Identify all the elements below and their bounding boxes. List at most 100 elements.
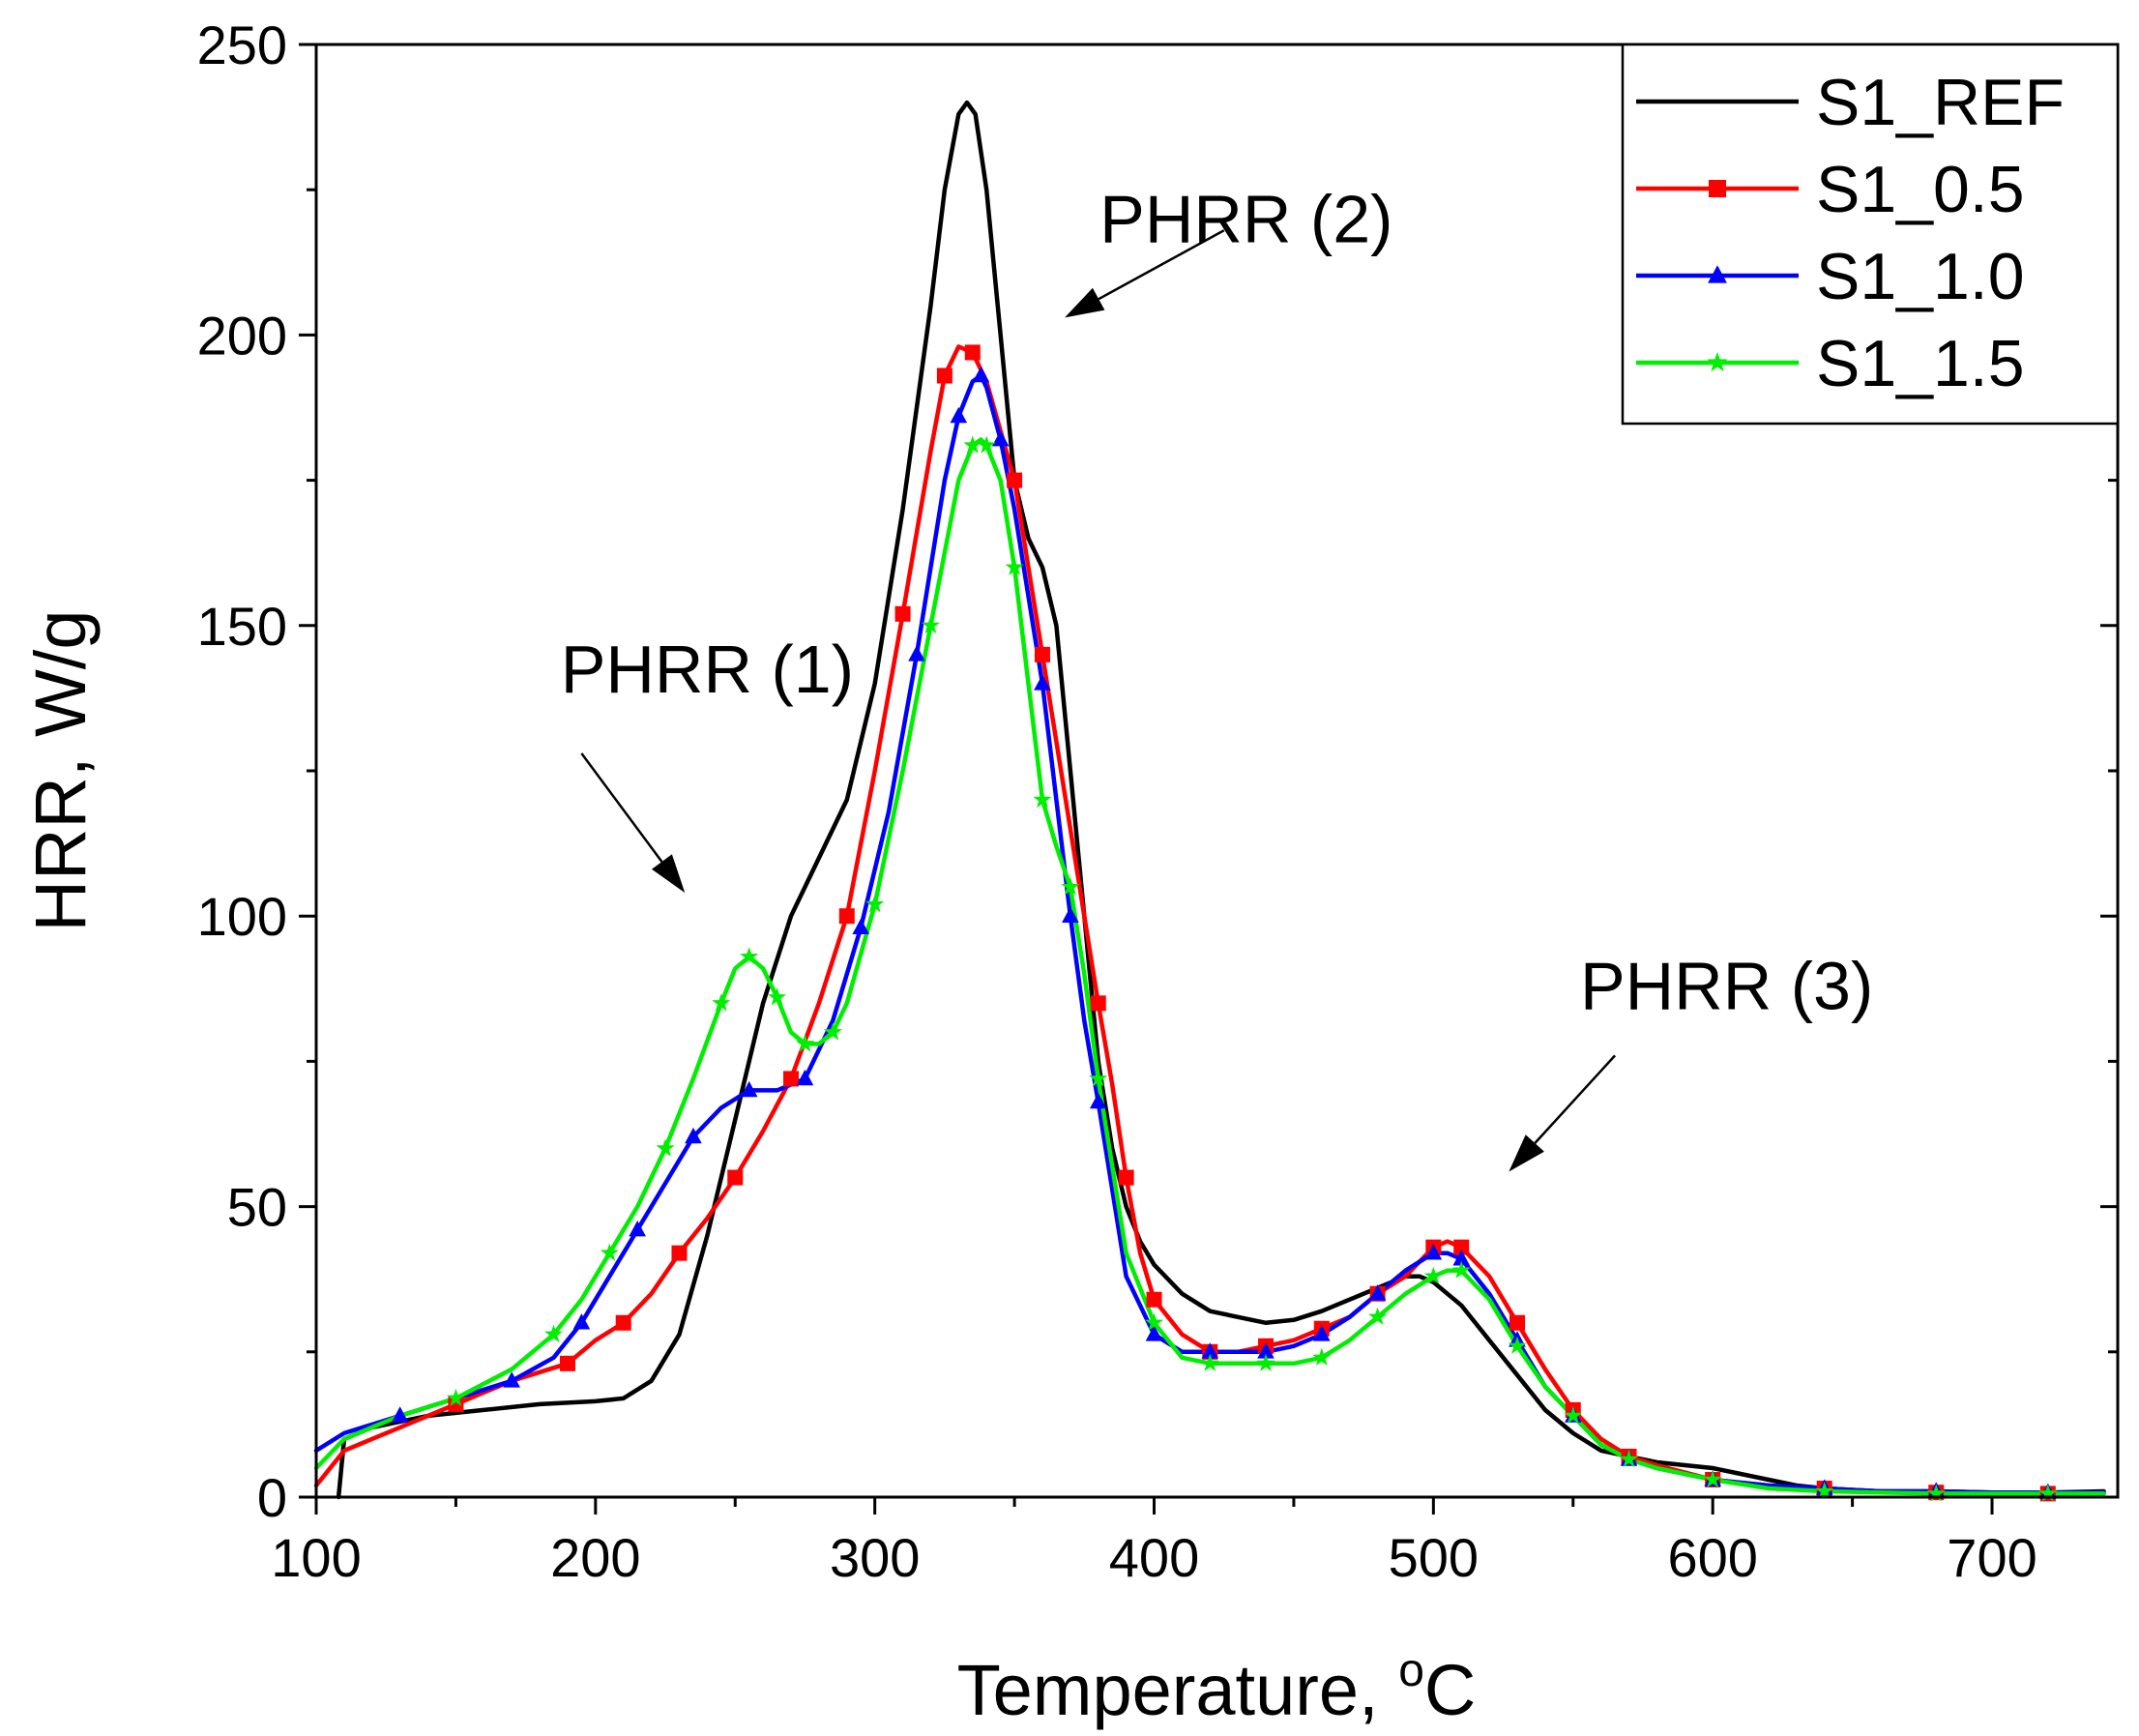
data-point-s1-1-5 xyxy=(977,435,996,454)
ticks-layer: 100 200 300 400 500 600 700 0 50 100 150 200 250 xyxy=(197,15,2118,1588)
data-point-s1-0-5 xyxy=(1146,1291,1162,1308)
legend-label-s1-1-5: S1_1.5 xyxy=(1816,327,2025,400)
data-point-s1-1-5 xyxy=(1089,1069,1108,1087)
x-tick-label: 100 xyxy=(271,1527,361,1588)
data-point-s1-1-5 xyxy=(1145,1312,1163,1331)
data-point-s1-1-5 xyxy=(921,615,940,633)
y-tick-label: 250 xyxy=(197,15,287,75)
data-point-s1-0-5 xyxy=(838,908,855,925)
data-point-s1-1-0 xyxy=(950,406,968,424)
data-point-s1-1-0 xyxy=(1452,1250,1471,1266)
data-point-s1-0-5 xyxy=(1034,646,1050,662)
data-point-s1-1-5 xyxy=(1061,877,1080,896)
data-point-s1-1-5 xyxy=(1508,1336,1527,1354)
data-point-s1-1-5 xyxy=(1368,1307,1388,1325)
annotations-layer: PHRR (1) PHRR (2) PHRR (3) xyxy=(561,181,1873,1172)
data-point-s1-1-5 xyxy=(1815,1482,1834,1500)
data-point-s1-1-5 xyxy=(656,1138,675,1157)
data-point-s1-1-5 xyxy=(963,435,982,454)
x-axis-unit: C xyxy=(1424,1650,1476,1730)
data-point-s1-1-0 xyxy=(629,1221,646,1237)
data-point-s1-1-5 xyxy=(1620,1449,1638,1467)
x-tick-label: 600 xyxy=(1667,1527,1757,1588)
legend: S1_REF S1_0.5 S1_1.0 S1_1.5 xyxy=(1621,43,2120,426)
data-point-s1-1-5 xyxy=(1256,1353,1275,1371)
y-tick-label: 150 xyxy=(197,596,287,657)
data-point-s1-1-5 xyxy=(1703,1470,1722,1488)
data-point-s1-1-0 xyxy=(1034,674,1051,691)
data-point-s1-1-5 xyxy=(1451,1260,1471,1279)
y-tick-label: 50 xyxy=(227,1177,287,1238)
y-tick-label: 0 xyxy=(257,1467,287,1528)
data-point-s1-1-5 xyxy=(600,1243,619,1261)
data-point-s1-1-0 xyxy=(572,1313,591,1330)
x-tick-label: 500 xyxy=(1389,1527,1479,1588)
data-point-s1-0-5 xyxy=(936,368,952,384)
data-point-s1-1-5 xyxy=(712,993,731,1012)
data-point-s1-1-0 xyxy=(1424,1244,1443,1260)
x-axis-title: Temperature, oC xyxy=(957,1645,1477,1730)
annotation-label-1: PHRR (1) xyxy=(561,632,854,707)
data-point-s1-1-0 xyxy=(991,429,1010,447)
data-point-s1-1-5 xyxy=(2038,1484,2058,1502)
data-point-s1-1-5 xyxy=(1005,557,1024,575)
data-point-s1-1-0 xyxy=(796,1069,814,1086)
data-point-s1-1-5 xyxy=(740,947,759,965)
data-point-s1-0-5 xyxy=(671,1245,688,1261)
data-point-s1-1-5 xyxy=(865,895,885,913)
data-point-s1-0-5 xyxy=(727,1169,744,1186)
x-axis-title-text: Temperature, xyxy=(957,1650,1399,1730)
annotation-arrow-head-2 xyxy=(1065,287,1105,318)
x-axis-degree: o xyxy=(1398,1645,1424,1696)
data-point-s1-1-5 xyxy=(544,1324,563,1342)
data-point-s1-1-0 xyxy=(1313,1325,1331,1341)
data-point-s1-1-5 xyxy=(1423,1266,1443,1284)
data-point-s1-1-0 xyxy=(972,366,990,383)
data-point-s1-1-5 xyxy=(823,1022,842,1041)
data-point-s1-1-0 xyxy=(1257,1342,1275,1359)
data-point-s1-1-5 xyxy=(1312,1347,1332,1366)
data-point-s1-0-5 xyxy=(894,605,911,622)
data-point-s1-0-5 xyxy=(783,1071,800,1087)
data-point-s1-1-5 xyxy=(1033,790,1052,809)
y-tick-label: 100 xyxy=(197,886,287,947)
y-tick-label: 200 xyxy=(197,305,287,366)
legend-marker-s1-1-5 xyxy=(1707,351,1728,372)
x-tick-label: 300 xyxy=(830,1527,920,1588)
data-point-s1-0-5 xyxy=(964,344,981,361)
x-tick-label: 200 xyxy=(550,1527,640,1588)
annotation-label-2: PHRR (2) xyxy=(1099,181,1392,256)
data-point-s1-1-0 xyxy=(1089,1092,1107,1109)
legend-marker-s1-0-5 xyxy=(1709,180,1726,197)
annotation-arrow-shaft-3 xyxy=(1534,1054,1617,1144)
y-axis-title: HRR, W/g xyxy=(20,610,101,932)
data-point-s1-1-0 xyxy=(852,918,870,935)
data-point-s1-0-5 xyxy=(559,1355,575,1371)
annotation-arrow-shaft-1 xyxy=(580,752,663,863)
markers-layer xyxy=(391,344,2058,1502)
x-tick-label: 400 xyxy=(1109,1527,1199,1588)
data-point-s1-1-5 xyxy=(1200,1353,1219,1371)
data-point-s1-0-5 xyxy=(1090,995,1106,1012)
data-point-s1-1-0 xyxy=(1201,1342,1219,1359)
data-point-s1-0-5 xyxy=(1118,1169,1134,1186)
data-point-s1-1-0 xyxy=(740,1080,758,1098)
data-point-s1-1-0 xyxy=(503,1371,520,1388)
legend-label-s1-ref: S1_REF xyxy=(1816,66,2065,139)
data-point-s1-1-5 xyxy=(1564,1405,1583,1424)
annotation-arrow-shaft-2 xyxy=(1098,229,1225,301)
annotation-arrow-head-3 xyxy=(1509,1134,1544,1172)
data-point-s1-1-0 xyxy=(685,1127,702,1144)
data-point-s1-0-5 xyxy=(1453,1239,1470,1255)
legend-label-s1-0-5: S1_0.5 xyxy=(1816,153,2025,226)
data-point-s1-1-5 xyxy=(768,987,787,1006)
data-point-s1-1-0 xyxy=(1145,1325,1163,1341)
data-point-s1-1-5 xyxy=(1926,1484,1946,1502)
data-point-s1-1-0 xyxy=(1062,906,1079,923)
annotation-label-3: PHRR (3) xyxy=(1580,948,1873,1023)
data-point-s1-0-5 xyxy=(615,1314,631,1331)
series-line-s1-1-5 xyxy=(313,437,2106,1496)
legend-label-s1-1-0: S1_1.0 xyxy=(1816,240,2025,313)
data-point-s1-1-0 xyxy=(908,645,925,662)
